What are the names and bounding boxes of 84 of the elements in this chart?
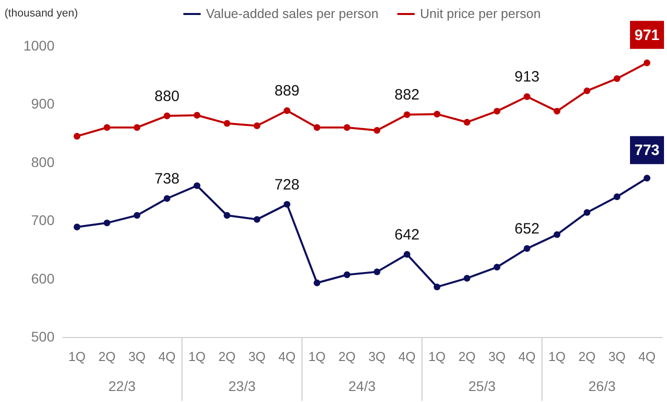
legend-label: Value-added sales per person [206,6,378,21]
point [434,110,440,118]
point [524,93,530,100]
data-label: 913 [514,68,540,86]
point [434,284,440,290]
x-tick-label: 2Q [218,349,236,364]
point [104,124,110,131]
data-label: 880 [154,88,180,105]
x-tick-label: 4Q [398,349,416,364]
x-tick-label: 1Q [548,349,566,364]
point [344,271,350,278]
legend-label: Unit price per person [420,6,541,21]
point [284,200,290,208]
y-tick-label: 700 [31,212,55,228]
y-tick-label: 900 [31,96,55,112]
point [614,75,620,82]
point [224,212,230,219]
text: 24/3 [348,378,376,394]
text: 25/3 [468,378,496,394]
point [524,245,530,252]
x-tick-label: 1Q [308,349,326,364]
point [584,209,590,216]
point [614,193,620,200]
x-tick-label: 2Q [338,349,356,364]
point [404,111,410,118]
x-tick-label: 3Q [488,349,506,364]
point [584,87,590,94]
point [254,122,260,130]
x-tick-label: 3Q [248,349,266,364]
data-label: 773 [634,142,660,160]
data-label: 738 [154,170,180,188]
data-label: 889 [274,82,300,100]
point [164,195,170,202]
point [194,112,200,119]
data-label: 642 [394,226,420,244]
x-tick-label: 1Q [428,349,446,364]
point [314,280,320,286]
x-tick-label: 2Q [98,349,116,364]
x-tick-label: 3Q [368,349,386,364]
point [644,174,650,182]
text: 26/3 [588,378,616,394]
point [314,124,320,131]
data-label: 882 [394,86,420,104]
point [374,268,380,276]
point [554,108,560,115]
point [344,124,350,131]
x-tick-label: 1Q [68,349,86,364]
data-label: 971 [634,26,660,44]
point [134,212,140,219]
point [194,182,200,190]
point [164,112,170,120]
x-tick-label: 1Q [188,349,206,364]
point [74,224,80,230]
x-tick-label: 3Q [608,349,626,364]
point [644,60,650,66]
x-tick-label: 3Q [128,349,146,364]
text: 23/3 [228,378,256,394]
y-tick-label: 800 [31,154,55,170]
y-tick-label: 1000 [23,38,55,54]
data-label: 652 [514,220,540,238]
point [104,220,110,226]
x-tick-label: 4Q [158,349,176,364]
point [464,274,470,282]
data-label: 728 [274,176,300,194]
point [464,118,470,126]
x-tick-label: 4Q [278,349,296,364]
point [494,264,500,271]
x-tick-label: 2Q [578,349,596,364]
x-tick-label: 4Q [638,349,656,364]
point [284,107,290,114]
x-tick-label: 4Q [518,349,536,364]
point [254,216,260,223]
x-tick-label: 2Q [458,349,476,364]
point [554,231,560,238]
text: 22/3 [108,378,136,394]
point [404,251,410,258]
point [224,120,230,127]
y-axis-title: (thousand yen) [4,8,78,20]
y-tick-label: 600 [31,270,55,286]
point [74,132,80,140]
point [494,108,500,115]
point [134,124,140,131]
y-tick-label: 500 [31,328,55,344]
point [374,127,380,134]
